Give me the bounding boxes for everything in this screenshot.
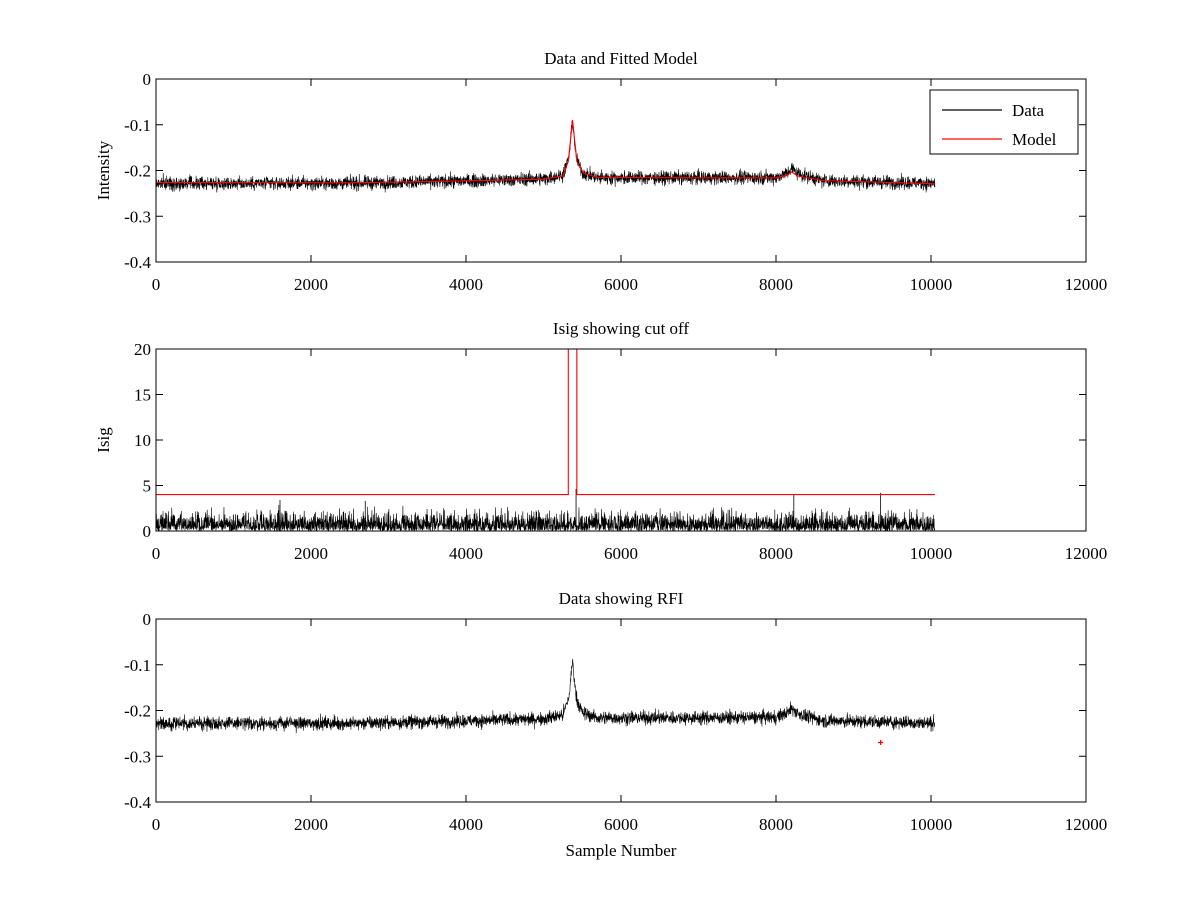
series-isig <box>156 504 936 531</box>
x-tick-label: 8000 <box>759 544 793 563</box>
y-tick-label: 0 <box>143 610 152 629</box>
plot-series <box>156 119 936 193</box>
y-tick-label: 15 <box>134 386 151 405</box>
x-tick-label: 0 <box>152 544 161 563</box>
plot-area <box>156 619 1086 802</box>
y-axis-label: Isig <box>94 427 113 453</box>
series-model <box>156 120 935 185</box>
y-tick-label: -0.1 <box>124 656 151 675</box>
legend-label: Model <box>1012 130 1057 149</box>
plot-area <box>156 349 1086 531</box>
legend-box <box>929 89 1079 155</box>
y-tick-label: 0 <box>143 70 152 89</box>
x-tick-label: 4000 <box>449 815 483 834</box>
subplot-p2: 0 2000 4000 6000 8000 10000 12000 0 5 10 15 20 Isig … <box>94 319 1107 563</box>
x-tick-label: 2000 <box>294 275 328 294</box>
y-tick-label: -0.2 <box>124 162 151 181</box>
series-data <box>156 119 936 193</box>
x-tick-label: 4000 <box>449 275 483 294</box>
x-tick-label: 2000 <box>294 544 328 563</box>
legend: Data Model <box>929 89 1079 155</box>
x-tick-label: 6000 <box>604 275 638 294</box>
x-tick-label: 12000 <box>1065 544 1108 563</box>
x-tick-label: 4000 <box>449 544 483 563</box>
y-tick-label: -0.1 <box>124 116 151 135</box>
x-tick-label: 0 <box>152 815 161 834</box>
axes-frame <box>155 618 1087 803</box>
plot-series <box>156 659 936 746</box>
axes-frame <box>155 78 1087 263</box>
y-tick-label: -0.4 <box>124 253 151 272</box>
y-tick-label: -0.3 <box>124 747 151 766</box>
plot-series <box>156 349 936 531</box>
y-tick-label: 20 <box>134 340 151 359</box>
y-tick-label: 0 <box>143 522 152 541</box>
series-data <box>156 659 936 734</box>
rfi-marker <box>878 740 884 746</box>
y-tick-label: -0.4 <box>124 793 151 812</box>
x-tick-label: 12000 <box>1065 815 1108 834</box>
y-tick-label: 5 <box>143 477 152 496</box>
y-tick-label: -0.3 <box>124 207 151 226</box>
subplot-p3: 0 2000 4000 6000 8000 10000 12000 0 -0.1 -0.2 -0.3… <box>124 589 1107 860</box>
chart-title: Isig showing cut off <box>553 319 689 338</box>
x-axis-label: Sample Number <box>566 841 677 860</box>
x-tick-label: 2000 <box>294 815 328 834</box>
x-tick-label: 10000 <box>910 544 953 563</box>
legend-label: Data <box>1012 101 1045 120</box>
x-tick-label: 12000 <box>1065 275 1108 294</box>
chart-title: Data and Fitted Model <box>544 49 698 68</box>
x-tick-label: 0 <box>152 275 161 294</box>
x-tick-label: 6000 <box>604 815 638 834</box>
axes-frame <box>155 348 1087 532</box>
x-tick-label: 8000 <box>759 275 793 294</box>
series-cut-off <box>156 349 935 496</box>
chart-title: Data showing RFI <box>559 589 684 608</box>
x-tick-label: 10000 <box>910 275 953 294</box>
y-axis-label: Intensity <box>94 140 113 200</box>
y-tick-label: 10 <box>134 431 151 450</box>
x-tick-label: 6000 <box>604 544 638 563</box>
x-tick-label: 10000 <box>910 815 953 834</box>
x-tick-label: 8000 <box>759 815 793 834</box>
y-tick-label: -0.2 <box>124 702 151 721</box>
subplot-p1: 0 2000 4000 6000 8000 10000 12000 0 -0.1 -0.2 -0.3… <box>94 49 1107 294</box>
